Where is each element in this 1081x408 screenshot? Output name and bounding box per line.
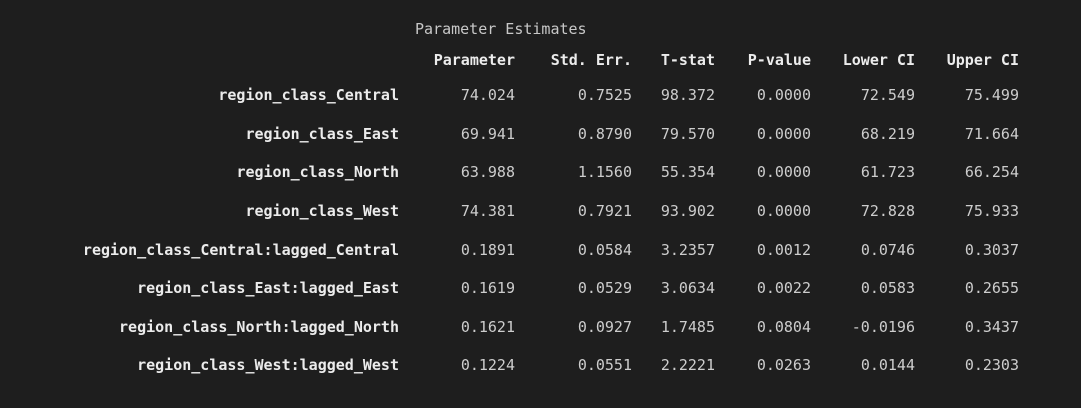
table-cell: 0.3037 [964, 240, 1019, 259]
table-cell: 0.7525 [577, 86, 632, 105]
table-cell: 0.0144 [860, 356, 915, 375]
table-cell: 0.1621 [460, 317, 515, 336]
table-cell: 0.0000 [756, 86, 811, 105]
table-cell: 55.354 [660, 163, 715, 182]
table-row: region_class_Central 74.024 0.7525 98.37… [0, 76, 1019, 115]
table-cell: 0.0583 [860, 279, 915, 298]
table-cell: 61.723 [860, 163, 915, 182]
table-cell: 0.0746 [860, 240, 915, 259]
table-cell: 63.988 [460, 163, 515, 182]
table-cell: 0.2655 [964, 279, 1019, 298]
table-cell: 0.1619 [460, 279, 515, 298]
table-cell: 0.0000 [756, 202, 811, 221]
table-cell: 74.024 [460, 86, 515, 105]
table-row: region_class_North 63.988 1.1560 55.354 … [0, 153, 1019, 192]
table-caption: Parameter Estimates [415, 20, 587, 38]
table-cell: 69.941 [460, 124, 515, 143]
table-cell: 0.0927 [577, 317, 632, 336]
table-cell: 0.1224 [460, 356, 515, 375]
table-cell: 68.219 [860, 124, 915, 143]
table-cell: 0.0263 [756, 356, 811, 375]
table-cell: 75.499 [964, 86, 1019, 105]
table-cell: 3.2357 [660, 240, 715, 259]
column-header: T-stat [660, 51, 715, 69]
corner-header-cell [0, 44, 399, 76]
table-cell: 0.0000 [756, 124, 811, 143]
table-cell: 74.381 [460, 202, 515, 221]
column-header: Parameter [433, 51, 515, 69]
table-cell: 0.0000 [756, 163, 811, 182]
column-header: Std. Err. [550, 51, 632, 69]
row-label: region_class_North [236, 163, 399, 182]
table-row: region_class_West 74.381 0.7921 93.902 0… [0, 192, 1019, 231]
table-cell: 0.0022 [756, 279, 811, 298]
table-cell: 0.0584 [577, 240, 632, 259]
table-cell: 93.902 [660, 202, 715, 221]
table-row: region_class_Central:lagged_Central 0.18… [0, 230, 1019, 269]
table-cell: 0.0012 [756, 240, 811, 259]
table-cell: -0.0196 [851, 317, 915, 336]
table-cell: 79.570 [660, 124, 715, 143]
table-row: region_class_West:lagged_West 0.1224 0.0… [0, 346, 1019, 385]
table-cell: 0.0529 [577, 279, 632, 298]
table-cell: 1.7485 [660, 317, 715, 336]
table-row: region_class_East 69.941 0.8790 79.570 0… [0, 115, 1019, 154]
table-cell: 0.1891 [460, 240, 515, 259]
column-header: P-value [747, 51, 811, 69]
row-label: region_class_North:lagged_North [119, 317, 399, 336]
table-cell: 0.3437 [964, 317, 1019, 336]
column-header: Upper CI [946, 51, 1019, 69]
table-cell: 72.549 [860, 86, 915, 105]
table-cell: 66.254 [964, 163, 1019, 182]
table-cell: 0.0551 [577, 356, 632, 375]
parameter-estimates-table: Parameter Std. Err. T-stat P-value Lower… [0, 44, 1019, 385]
row-label: region_class_East [245, 124, 399, 143]
table-cell: 98.372 [660, 86, 715, 105]
table-cell: 0.0804 [756, 317, 811, 336]
table-cell: 75.933 [964, 202, 1019, 221]
table-row: region_class_North:lagged_North 0.1621 0… [0, 308, 1019, 347]
table-cell: 0.2303 [964, 356, 1019, 375]
column-header: Lower CI [842, 51, 915, 69]
table-cell: 3.0634 [660, 279, 715, 298]
table-cell: 2.2221 [660, 356, 715, 375]
row-label: region_class_East:lagged_East [137, 279, 399, 298]
row-label: region_class_Central [218, 86, 399, 105]
row-label: region_class_West:lagged_West [137, 356, 399, 375]
row-label: region_class_Central:lagged_Central [82, 240, 399, 259]
header-row: Parameter Std. Err. T-stat P-value Lower… [0, 44, 1019, 76]
table-cell: 0.8790 [577, 124, 632, 143]
table-cell: 71.664 [964, 124, 1019, 143]
table-cell: 1.1560 [577, 163, 632, 182]
table-row: region_class_East:lagged_East 0.1619 0.0… [0, 269, 1019, 308]
table-cell: 72.828 [860, 202, 915, 221]
row-label: region_class_West [245, 202, 399, 221]
table-cell: 0.7921 [577, 202, 632, 221]
